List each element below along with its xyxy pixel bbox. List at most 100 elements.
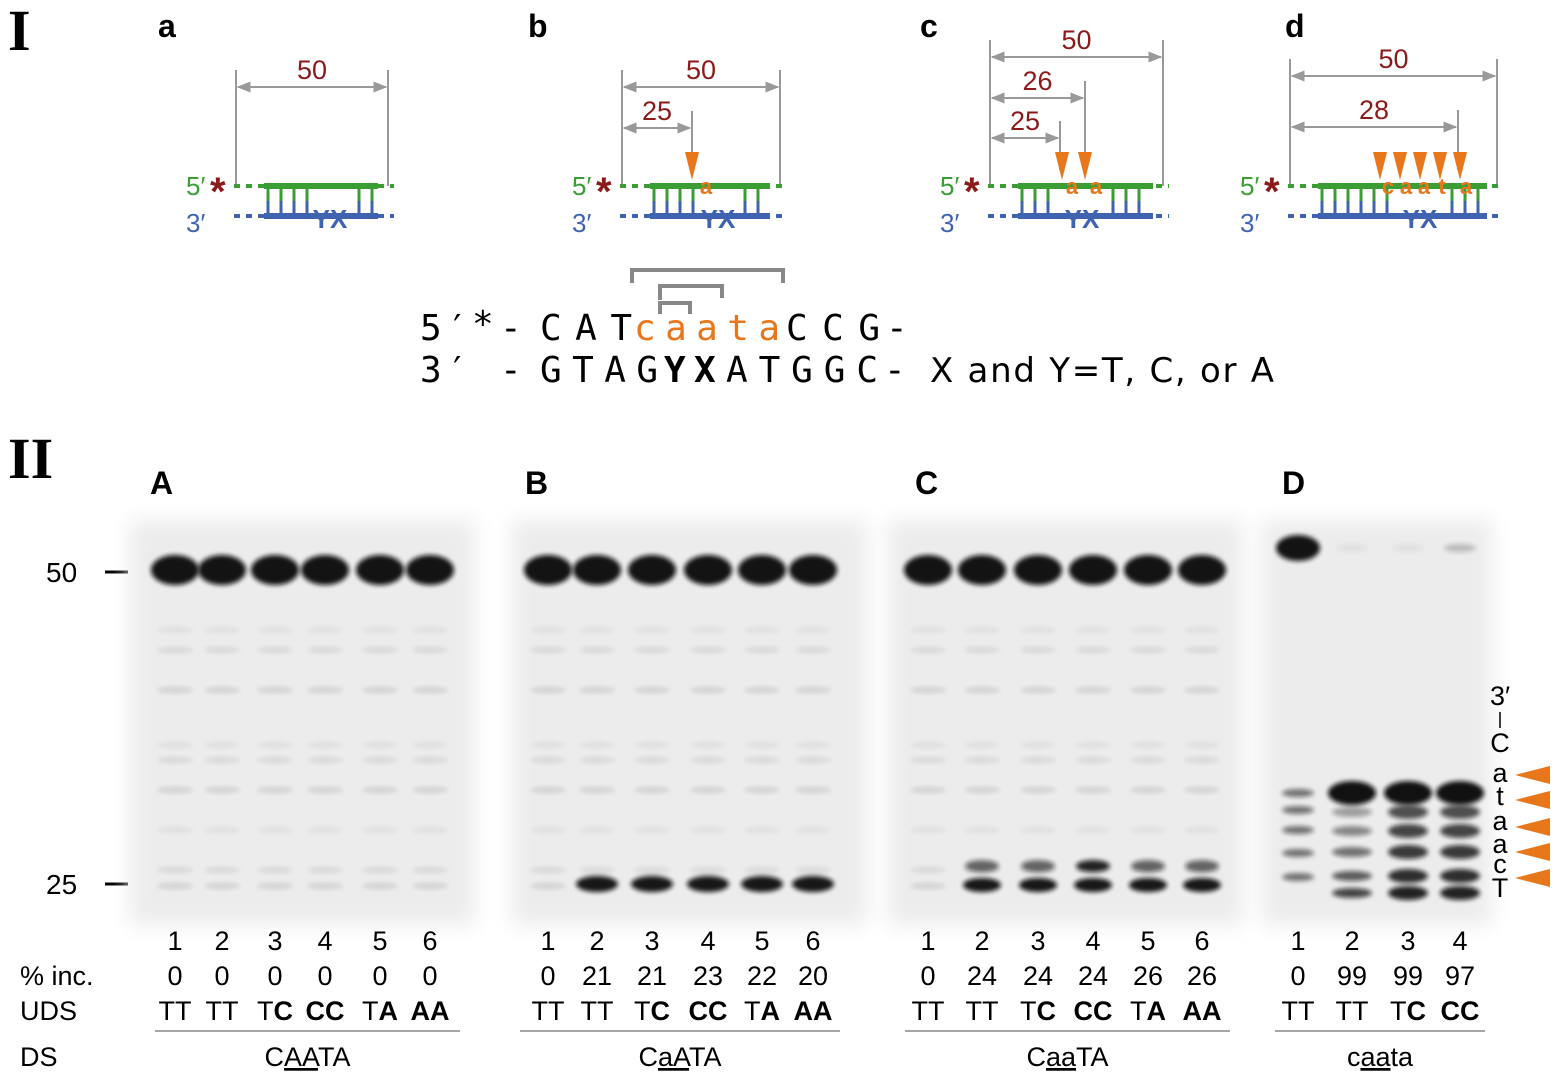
gel-band [204, 883, 240, 889]
gel-band [690, 742, 726, 748]
bottom-strand-core [1318, 213, 1487, 219]
gel-band [251, 555, 299, 585]
gel-band [362, 627, 398, 633]
uds-base: T [1352, 996, 1369, 1026]
gel-band [412, 647, 448, 653]
uds-label: AA [794, 996, 833, 1026]
gel-band [690, 867, 726, 873]
product-arrowhead [1515, 869, 1550, 887]
gel-band [1020, 787, 1056, 793]
gel-band [1021, 860, 1055, 872]
percent-incorporation: 24 [967, 961, 997, 991]
gel-background [888, 520, 1243, 925]
gel-band [744, 827, 780, 833]
ds-label: CaATA [638, 1042, 721, 1072]
uds-base: T [159, 996, 176, 1026]
gel-band [1388, 886, 1428, 900]
gel-band [795, 827, 831, 833]
gel-band [307, 742, 343, 748]
gel-band [1185, 860, 1219, 872]
ds-part: C [264, 1042, 284, 1072]
sequence-text: - [500, 308, 522, 349]
product-arrowhead [1515, 791, 1550, 809]
gel-band [157, 757, 193, 763]
percent-incorporation: 0 [167, 961, 182, 991]
gel-band [356, 555, 404, 585]
gel-band [1020, 757, 1056, 763]
gel-band [964, 757, 1000, 763]
gel-band [789, 555, 837, 585]
gel-band [307, 827, 343, 833]
gel-band [576, 876, 618, 892]
gel-band [1130, 787, 1166, 793]
gel-band [1332, 807, 1372, 817]
gel-band [406, 555, 454, 585]
gel-label: A [150, 465, 173, 501]
gel-band [204, 827, 240, 833]
gel-label: D [1282, 465, 1305, 501]
gel-band [307, 647, 343, 653]
gel-band [744, 742, 780, 748]
gel-band [1436, 781, 1484, 805]
gel-band [1440, 805, 1480, 819]
sequence-text: GTAG [540, 350, 658, 391]
gel-band [579, 827, 615, 833]
gel-band [684, 555, 732, 585]
lane-number: 1 [167, 926, 182, 956]
gel-band [1388, 869, 1428, 883]
size-marker-label: 25 [46, 869, 77, 900]
uds-base: C [708, 996, 728, 1026]
gel-band [257, 742, 293, 748]
gel-band [634, 867, 670, 873]
gel-band [738, 555, 786, 585]
uds-base: C [1093, 996, 1113, 1026]
gel-band [157, 883, 193, 889]
uds-label: TC [1020, 996, 1056, 1026]
gel-band [1131, 860, 1165, 872]
gel-band [362, 757, 398, 763]
gel-band [204, 757, 240, 763]
uds-label: CC [306, 996, 345, 1026]
gel-band [744, 647, 780, 653]
uds-base: C [274, 996, 294, 1026]
percent-incorporation: 20 [798, 961, 828, 991]
bottom-strand-core [1018, 213, 1153, 219]
gel-band [744, 757, 780, 763]
uds-base: T [1298, 996, 1315, 1026]
gel-band [795, 647, 831, 653]
uds-label: TT [532, 996, 565, 1026]
sequence-text: * [472, 304, 494, 345]
gel-band [1184, 687, 1220, 693]
gel-band [634, 687, 670, 693]
gel-band [910, 867, 946, 873]
uds-base: T [597, 996, 614, 1026]
lane-number: 5 [1140, 926, 1155, 956]
ds-label: CaaTA [1026, 1042, 1108, 1072]
uds-base: T [175, 996, 192, 1026]
gel-band [690, 627, 726, 633]
uds-label: TT [206, 996, 239, 1026]
gel-band [1074, 878, 1112, 892]
lane-number: 5 [754, 926, 769, 956]
lane-number: 1 [1290, 926, 1305, 956]
uds-base: T [581, 996, 598, 1026]
sequence-text: CAT [540, 308, 632, 349]
gel-band [1178, 555, 1226, 585]
uds-base: C [1074, 996, 1094, 1026]
percent-incorporation: 24 [1023, 961, 1053, 991]
lesion-yx: YX [313, 204, 348, 234]
gel-band [257, 627, 293, 633]
gel-band [257, 757, 293, 763]
gel-band [1124, 555, 1172, 585]
uds-label: CC [1441, 996, 1480, 1026]
uds-label: TT [1336, 996, 1369, 1026]
gel-band [1075, 647, 1111, 653]
cleavage-arrowhead [1373, 152, 1387, 180]
gel-band [964, 787, 1000, 793]
top-strand-core [1318, 183, 1487, 189]
gel-band [1129, 878, 1167, 892]
lane-number: 1 [540, 926, 555, 956]
row-label: DS [20, 1042, 58, 1072]
